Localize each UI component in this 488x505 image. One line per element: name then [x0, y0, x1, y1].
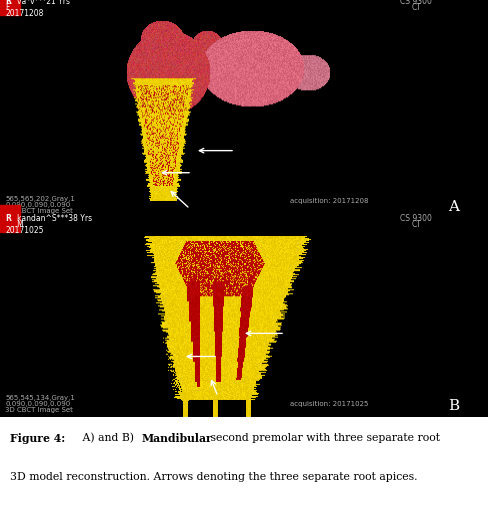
Text: kandan^S***38 Yrs: kandan^S***38 Yrs — [17, 214, 92, 223]
Text: 0.090,0.090,0.090: 0.090,0.090,0.090 — [5, 400, 70, 407]
Text: 565,545,134,Gray,1: 565,545,134,Gray,1 — [5, 394, 75, 400]
Text: B: B — [448, 398, 459, 413]
Text: CS 9300: CS 9300 — [400, 0, 432, 6]
Text: va*v***21 Yrs: va*v***21 Yrs — [17, 0, 70, 6]
Text: R: R — [5, 214, 11, 223]
Text: CT: CT — [412, 3, 422, 12]
Text: F: F — [5, 3, 9, 12]
Text: 0.090,0.090,0.090: 0.090,0.090,0.090 — [5, 202, 70, 208]
Text: Figure 4:: Figure 4: — [10, 433, 65, 444]
Text: second premolar with three separate root: second premolar with three separate root — [207, 433, 441, 443]
Text: CS 9300: CS 9300 — [400, 214, 432, 223]
Text: ...M: ...M — [10, 220, 24, 229]
Text: 3D CBCT Image Set: 3D CBCT Image Set — [5, 407, 73, 413]
Text: Mandibular: Mandibular — [142, 433, 213, 444]
Text: 3D model reconstruction. Arrows denoting the three separate root apices.: 3D model reconstruction. Arrows denoting… — [10, 472, 417, 482]
Text: acquisition: 20171025: acquisition: 20171025 — [290, 400, 368, 407]
Text: A: A — [448, 200, 459, 214]
Text: acquisition: 20171208: acquisition: 20171208 — [290, 198, 368, 204]
Text: R: R — [5, 0, 11, 6]
Text: 20171025: 20171025 — [5, 226, 43, 235]
Text: A) and B): A) and B) — [79, 433, 138, 443]
Text: CT: CT — [412, 220, 422, 229]
Text: 565,565,202,Gray,1: 565,565,202,Gray,1 — [5, 196, 75, 202]
Text: 20171208: 20171208 — [5, 9, 43, 18]
Text: 3D CBCT Image Set: 3D CBCT Image Set — [5, 208, 73, 214]
